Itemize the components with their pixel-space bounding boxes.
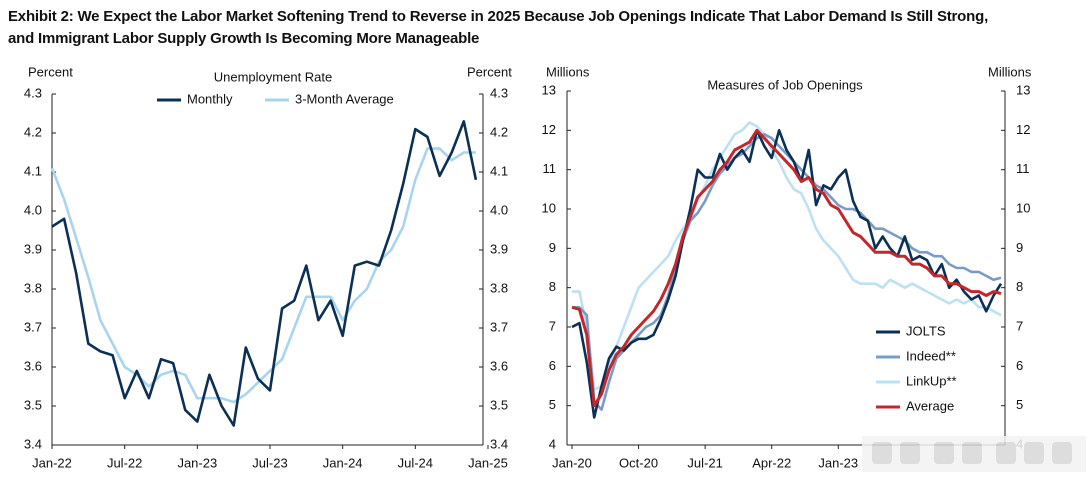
watermark [862,436,1086,472]
y-tick-label: 5 [549,397,556,412]
y2-tick-label: 4.0 [490,202,508,217]
series-line [572,133,1002,411]
chart-title: Measures of Job Openings [707,77,863,92]
y-tick-label: 10 [542,200,556,215]
y2-tick-label: 4.2 [490,124,508,139]
y-tick-label: 4.0 [24,202,42,217]
y2-tick-label: 4.3 [490,85,508,100]
x-tick-label: Jul-21 [687,455,722,470]
y2-tick-label: 10 [1016,200,1030,215]
x-tick-label: Jul-24 [398,455,433,470]
y-tick-label: 7 [549,318,556,333]
y2-tick-label: 12 [1016,122,1030,137]
y2-axis-label: Percent [467,64,512,79]
y-tick-label: 9 [549,240,556,255]
legend-label: 3-Month Average [295,91,394,106]
y-tick-label: 3.6 [24,358,42,373]
y-axis-label: Percent [28,64,73,79]
x-tick-label: Jan-22 [32,455,72,470]
x-tick-label: Jan-20 [552,455,592,470]
legend-label: Monthly [187,91,233,106]
series-line [50,147,476,404]
y2-tick-label: 11 [1016,161,1030,176]
x-tick-label: Jan-24 [323,455,363,470]
y-tick-label: 3.5 [24,397,42,412]
y-tick-label: 4.2 [24,124,42,139]
series-line [571,129,1003,419]
y-tick-label: 4.1 [24,163,42,178]
y-tick-label: 4.3 [24,85,42,100]
y-tick-label: 3.7 [24,319,42,334]
y2-tick-label: 8 [1016,279,1023,294]
y2-tick-label: 9 [1016,240,1023,255]
y2-tick-label: 5 [1016,397,1023,412]
series-line [51,120,478,427]
y2-tick-label: 6 [1016,358,1023,373]
y2-tick-label: 3.6 [490,358,508,373]
x-tick-label: Jan-23 [177,455,217,470]
x-tick-label: Oct-20 [619,455,658,470]
y-tick-label: 8 [549,279,556,294]
y-tick-label: 11 [543,161,557,176]
y2-tick-label: 3.7 [490,319,508,334]
legend-label: Average [906,398,954,413]
series-line [572,121,1002,392]
legend-label: JOLTS [906,323,946,338]
series-line [571,128,1002,408]
page-title: Exhibit 2: We Expect the Labor Market So… [8,8,989,47]
y2-axis-label: Millions [988,64,1032,79]
chart-title: Unemployment Rate [214,69,333,84]
legend-label: Indeed** [906,348,956,363]
y-tick-label: 12 [542,122,556,137]
legend-label: LinkUp** [906,373,957,388]
y2-tick-label: 7 [1016,318,1023,333]
y-axis-label: Millions [546,64,590,79]
y2-tick-label: 3.8 [490,280,508,295]
y2-tick-label: 3.9 [490,241,508,256]
x-tick-label: Jul-23 [252,455,287,470]
y-tick-label: 4 [549,436,556,451]
y-tick-label: 6 [549,358,556,373]
x-tick-label: Jan-23 [818,455,858,470]
x-tick-label: Jan-25 [468,455,508,470]
y2-tick-label: 13 [1016,82,1030,97]
y-tick-label: 3.4 [24,436,42,451]
y-tick-label: 3.9 [24,241,42,256]
y-tick-label: 13 [542,82,556,97]
y-tick-label: 3.8 [24,280,42,295]
x-tick-label: Jul-22 [107,455,142,470]
x-tick-label: Apr-22 [752,455,791,470]
y2-tick-label: 4.1 [490,163,508,178]
y2-tick-label: 3.5 [490,397,508,412]
y2-tick-label: 3.4 [490,436,508,451]
